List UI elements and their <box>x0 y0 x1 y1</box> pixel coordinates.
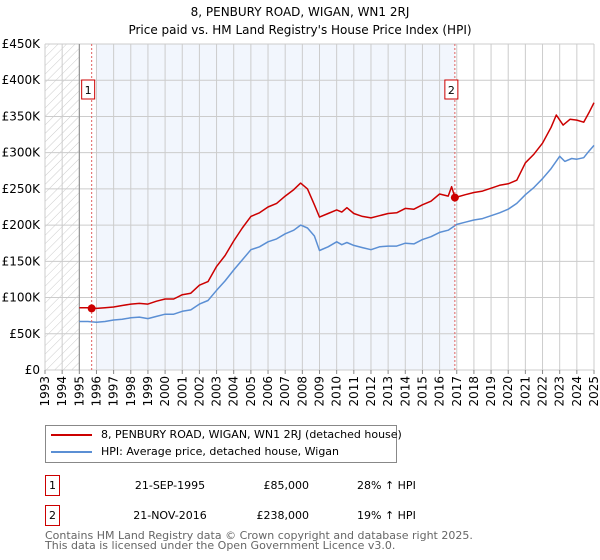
chart-title: 8, PENBURY ROAD, WIGAN, WN1 2RJ <box>191 5 410 19</box>
x-tick-label: 2007 <box>278 376 292 407</box>
y-tick-label: £250K <box>2 182 42 196</box>
sale-hpi-diff: 19% ↑ HPI <box>357 509 416 522</box>
sale-date: 21-SEP-1995 <box>134 479 206 492</box>
y-tick-label: £150K <box>2 254 42 268</box>
sale-hpi-diff: 28% ↑ HPI <box>357 479 416 492</box>
sale-label-box <box>444 79 459 100</box>
x-tick-label: 1995 <box>72 376 86 407</box>
x-tick-label: 2003 <box>210 376 224 407</box>
y-tick-label: £450K <box>2 37 42 51</box>
property-price-line <box>79 102 595 310</box>
y-tick-label: £200K <box>2 218 42 232</box>
sale-row-1: 1 21-SEP-1995 £85,000 28% ↑ HPI <box>45 475 445 496</box>
x-tick-label: 2023 <box>553 376 567 407</box>
footer: Contains HM Land Registry data © Crown c… <box>45 529 473 552</box>
x-tick-label: 2020 <box>501 376 515 407</box>
x-tick-label: 2009 <box>313 376 327 407</box>
x-tick-label: 2021 <box>518 376 532 407</box>
x-tick-label: 2022 <box>536 376 550 407</box>
legend-item-property: 8, PENBURY ROAD, WIGAN, WN1 2RJ (detache… <box>46 427 402 443</box>
x-tick-label: 1997 <box>107 376 121 407</box>
x-tick-label: 2015 <box>415 376 429 407</box>
x-tick-label: 1996 <box>89 376 103 407</box>
sale-point <box>450 193 459 202</box>
legend-label: HPI: Average price, detached house, Wiga… <box>101 445 340 458</box>
x-tick-label: 1993 <box>38 376 52 407</box>
price-chart: 8, PENBURY ROAD, WIGAN, WN1 2RJ Price pa… <box>2 5 600 407</box>
y-tick-label: £350K <box>2 109 42 123</box>
sale-point <box>87 304 96 313</box>
ownership-shaded-region <box>96 44 455 370</box>
x-tick-label: 2017 <box>450 376 464 407</box>
sale-label: 1 <box>85 84 92 97</box>
x-tick-label: 2004 <box>227 376 241 407</box>
chart-subtitle: Price paid vs. HM Land Registry's House … <box>128 23 471 37</box>
x-tick-label: 2018 <box>467 376 481 407</box>
x-tick-label: 2012 <box>364 376 378 407</box>
sale-date: 21-NOV-2016 <box>133 509 207 522</box>
x-tick-label: 2010 <box>330 376 344 407</box>
x-tick-label: 2024 <box>570 376 584 407</box>
x-tick-label: 2001 <box>175 376 189 407</box>
x-tick-label: 2002 <box>192 376 206 407</box>
x-tick-label: 2005 <box>244 376 258 407</box>
x-tick-label: 2000 <box>158 376 172 407</box>
y-tick-label: £100K <box>2 291 42 305</box>
legend-item-hpi: HPI: Average price, detached house, Wiga… <box>46 444 396 460</box>
legend-swatch-red <box>51 434 92 436</box>
x-tick-label: 2011 <box>347 376 361 407</box>
x-tick-label: 2025 <box>587 376 600 407</box>
x-tick-label: 1999 <box>141 376 155 407</box>
sale-label-box <box>81 79 96 100</box>
x-tick-label: 2008 <box>295 376 309 407</box>
footer-licence: This data is licensed under the Open Gov… <box>45 539 396 552</box>
sale-label: 2 <box>448 84 455 97</box>
x-tick-label: 2006 <box>261 376 275 407</box>
y-tick-label: £400K <box>2 73 42 87</box>
y-tick-label: £0 <box>25 363 40 377</box>
sale-row-2: 2 21-NOV-2016 £238,000 19% ↑ HPI <box>45 505 445 526</box>
legend: 8, PENBURY ROAD, WIGAN, WN1 2RJ (detache… <box>45 425 402 463</box>
legend-label: 8, PENBURY ROAD, WIGAN, WN1 2RJ (detache… <box>101 428 402 441</box>
sale-price: £238,000 <box>256 509 310 522</box>
x-tick-label: 1994 <box>55 376 69 407</box>
y-tick-label: £300K <box>2 146 42 160</box>
hpi-line <box>79 144 595 323</box>
sale-number-badge: 1 <box>45 475 60 496</box>
x-tick-label: 2013 <box>381 376 395 407</box>
legend-swatch-blue <box>51 451 92 453</box>
x-tick-label: 2019 <box>484 376 498 407</box>
x-tick-label: 1998 <box>124 376 138 407</box>
sale-price: £85,000 <box>263 479 310 492</box>
footer-copyright: Contains HM Land Registry data © Crown c… <box>45 529 473 542</box>
sale-number-badge: 2 <box>45 505 60 526</box>
x-tick-label: 2016 <box>433 376 447 407</box>
x-tick-label: 2014 <box>398 376 412 407</box>
y-tick-label: £50K <box>9 327 41 341</box>
